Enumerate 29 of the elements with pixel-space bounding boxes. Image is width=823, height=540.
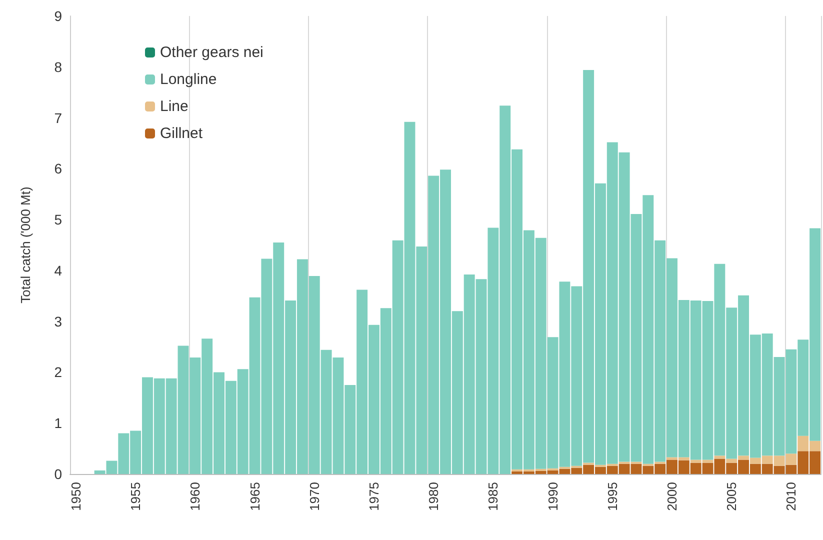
x-tick-label: 1990 <box>545 482 560 511</box>
y-tick-label: 6 <box>54 160 62 177</box>
x-tick-label: 1970 <box>306 482 322 511</box>
x-tick-label: 2010 <box>784 482 799 511</box>
x-tick-label: 2000 <box>664 482 680 511</box>
y-tick-label: 2 <box>54 364 62 380</box>
y-tick-label: 7 <box>54 110 62 126</box>
x-tick-label: 1955 <box>128 482 144 511</box>
legend-label: Longline <box>160 71 217 88</box>
x-tick-label: 1975 <box>366 482 382 511</box>
y-tick-label: 4 <box>54 262 62 278</box>
x-tick-label: 1965 <box>247 482 262 511</box>
y-tick-label: 3 <box>54 313 62 330</box>
x-tick-label: 2005 <box>724 482 740 511</box>
y-tick-label: 5 <box>54 212 62 228</box>
y-tick-label: 9 <box>54 8 62 24</box>
x-tick-label: 1980 <box>426 482 442 511</box>
x-tick-label: 1960 <box>188 482 203 511</box>
legend-label: Other gears nei <box>160 44 264 61</box>
x-tick-label: 1985 <box>486 482 501 511</box>
y-tick-label: 8 <box>54 58 62 75</box>
bar <box>714 456 726 459</box>
x-tick-label: 1950 <box>68 482 84 511</box>
legend-label: Line <box>160 98 188 115</box>
y-tick-label: 1 <box>54 415 62 432</box>
x-tick-label: 1995 <box>604 482 620 511</box>
y-tick-label: 0 <box>54 466 62 482</box>
legend-label: Gillnet <box>160 125 204 142</box>
y-axis-title: Total catch ('000 Mt) <box>18 186 33 304</box>
